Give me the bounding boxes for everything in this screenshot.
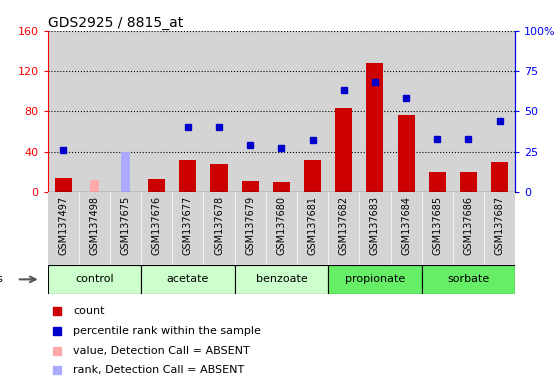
Bar — [266, 31, 297, 192]
Bar — [360, 192, 390, 265]
Bar — [453, 192, 484, 265]
Text: GSM137684: GSM137684 — [401, 196, 411, 255]
Bar — [484, 31, 515, 192]
Bar — [398, 115, 414, 192]
Bar — [273, 182, 290, 192]
Bar — [235, 192, 266, 265]
Bar — [422, 192, 453, 265]
Text: GSM137683: GSM137683 — [370, 196, 380, 255]
Bar — [172, 31, 203, 192]
Bar — [48, 31, 79, 192]
Bar — [460, 172, 477, 192]
Bar — [429, 172, 446, 192]
Text: GSM137497: GSM137497 — [58, 196, 68, 255]
Bar — [141, 192, 172, 265]
Bar — [79, 31, 110, 192]
Bar — [90, 180, 99, 192]
Bar — [55, 178, 72, 192]
Text: rank, Detection Call = ABSENT: rank, Detection Call = ABSENT — [73, 365, 245, 375]
Bar — [491, 162, 508, 192]
Bar — [235, 265, 328, 294]
Bar — [211, 164, 227, 192]
Text: GSM137686: GSM137686 — [464, 196, 473, 255]
Text: GSM137681: GSM137681 — [307, 196, 318, 255]
Bar — [328, 192, 360, 265]
Text: GSM137682: GSM137682 — [339, 196, 349, 255]
Text: stress: stress — [0, 274, 3, 285]
Text: GSM137687: GSM137687 — [494, 196, 505, 255]
Bar — [148, 179, 165, 192]
Bar — [453, 31, 484, 192]
Bar — [48, 192, 79, 265]
Text: control: control — [75, 274, 114, 285]
Text: GSM137680: GSM137680 — [277, 196, 286, 255]
Bar — [390, 192, 422, 265]
Bar — [110, 31, 141, 192]
Bar — [297, 31, 328, 192]
Text: value, Detection Call = ABSENT: value, Detection Call = ABSENT — [73, 346, 250, 356]
Text: GSM137679: GSM137679 — [245, 196, 255, 255]
Text: sorbate: sorbate — [447, 274, 489, 285]
Text: GSM137675: GSM137675 — [120, 196, 130, 255]
Bar — [203, 192, 235, 265]
Bar — [484, 192, 515, 265]
Bar — [172, 192, 203, 265]
Bar — [360, 31, 390, 192]
Bar — [390, 31, 422, 192]
Text: GSM137498: GSM137498 — [90, 196, 99, 255]
Bar — [266, 192, 297, 265]
Text: acetate: acetate — [167, 274, 209, 285]
Text: count: count — [73, 306, 105, 316]
Text: benzoate: benzoate — [255, 274, 307, 285]
Bar — [304, 160, 321, 192]
Text: percentile rank within the sample: percentile rank within the sample — [73, 326, 261, 336]
Bar — [179, 160, 197, 192]
Text: GSM137678: GSM137678 — [214, 196, 224, 255]
Bar — [122, 178, 130, 192]
Bar — [328, 31, 360, 192]
Text: GSM137677: GSM137677 — [183, 196, 193, 255]
Bar — [122, 152, 130, 192]
Text: GSM137676: GSM137676 — [152, 196, 162, 255]
Text: GDS2925 / 8815_at: GDS2925 / 8815_at — [48, 16, 183, 30]
Bar — [422, 31, 453, 192]
Bar — [110, 192, 141, 265]
Bar — [366, 63, 384, 192]
Bar — [297, 192, 328, 265]
Bar — [242, 181, 259, 192]
Bar — [235, 31, 266, 192]
Text: propionate: propionate — [345, 274, 405, 285]
Bar — [422, 265, 515, 294]
Bar — [141, 31, 172, 192]
Bar — [203, 31, 235, 192]
Bar — [79, 192, 110, 265]
Text: GSM137685: GSM137685 — [432, 196, 442, 255]
Bar — [141, 265, 235, 294]
Bar — [48, 265, 141, 294]
Bar — [328, 265, 422, 294]
Bar — [335, 108, 352, 192]
